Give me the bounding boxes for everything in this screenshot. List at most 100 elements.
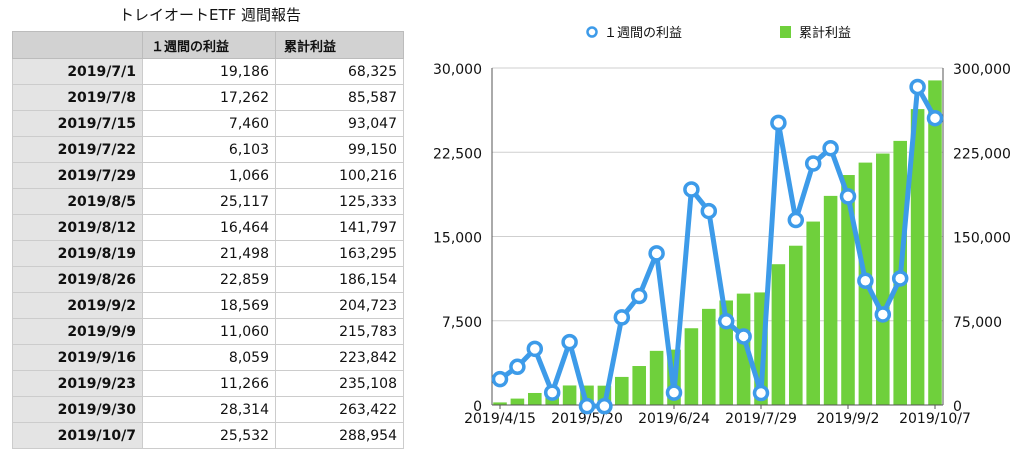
table-row: 2019/7/8 17,262 85,587 xyxy=(12,84,404,111)
y-left-tick-label: 15,000 xyxy=(433,231,482,247)
x-tick-label: 2019/9/2 xyxy=(817,411,880,427)
row-date: 2019/7/22 xyxy=(12,136,143,163)
table-row: 2019/8/12 16,464 141,797 xyxy=(12,214,404,241)
weekly-report-table: １週間の利益 累計利益 2019/7/1 19,186 68,325 2019/7/8… xyxy=(12,31,404,449)
table-row: 2019/9/23 11,266 235,108 xyxy=(12,370,404,397)
weekly-profit-point xyxy=(665,384,683,401)
y-right-tick-label: 150,000 xyxy=(953,231,1011,247)
weekly-profit-point xyxy=(804,155,822,172)
cumulative-bar xyxy=(684,328,699,405)
table-header-row: １週間の利益 累計利益 xyxy=(12,31,404,59)
weekly-profit-point xyxy=(717,312,735,330)
y-left-tick-label: 0 xyxy=(473,399,482,415)
weekly-profit-point xyxy=(909,78,926,96)
cumulative-bar xyxy=(528,392,542,405)
row-cumulative-profit: 85,587 xyxy=(275,84,404,111)
row-weekly-profit: 19,186 xyxy=(142,58,276,85)
cumulative-bar xyxy=(562,385,577,405)
cumulative-bar xyxy=(493,402,507,405)
weekly-profit-point xyxy=(491,370,509,388)
row-date: 2019/8/19 xyxy=(12,240,143,267)
cumulative-bar xyxy=(876,153,890,405)
row-date: 2019/9/2 xyxy=(12,292,143,319)
row-date: 2019/7/8 xyxy=(12,84,143,111)
row-date: 2019/8/12 xyxy=(12,214,143,241)
table-row: 2019/9/16 8,059 223,842 xyxy=(12,344,404,371)
row-weekly-profit: 11,266 xyxy=(142,370,276,397)
weekly-profit-point xyxy=(700,202,718,220)
weekly-profit-line xyxy=(498,84,938,409)
y-left-tick-label: 7,500 xyxy=(442,315,482,331)
table-row: 2019/9/9 11,060 215,783 xyxy=(12,318,404,345)
row-weekly-profit: 22,859 xyxy=(142,266,276,293)
row-cumulative-profit: 125,333 xyxy=(275,188,404,215)
row-date: 2019/7/1 xyxy=(12,58,143,85)
table-row: 2019/7/1 19,186 68,325 xyxy=(12,58,404,85)
row-weekly-profit: 16,464 xyxy=(142,214,276,241)
weekly-profit-point xyxy=(613,309,631,326)
row-cumulative-profit: 186,154 xyxy=(275,266,404,293)
row-date: 2019/7/29 xyxy=(12,162,143,189)
row-date: 2019/9/16 xyxy=(12,344,143,371)
table-row: 2019/8/26 22,859 186,154 xyxy=(12,266,404,293)
cumulative-bar xyxy=(615,376,629,405)
weekly-profit-point xyxy=(596,397,613,415)
x-tick-label: 2019/4/15 xyxy=(464,411,536,427)
row-weekly-profit: 11,060 xyxy=(142,318,276,345)
row-cumulative-profit: 141,797 xyxy=(275,214,404,241)
row-weekly-profit: 25,117 xyxy=(142,188,276,215)
table-row: 2019/9/2 18,569 204,723 xyxy=(12,292,404,319)
row-date: 2019/7/15 xyxy=(12,110,143,137)
row-date: 2019/9/30 xyxy=(12,396,143,423)
row-date: 2019/9/9 xyxy=(12,318,143,345)
weekly-profit-point xyxy=(770,114,787,132)
table-row: 2019/9/30 28,314 263,422 xyxy=(12,396,404,423)
y-right-tick-label: 300,000 xyxy=(953,62,1011,78)
cumulative-bar xyxy=(510,398,525,405)
table-row: 2019/8/5 25,117 125,333 xyxy=(12,188,404,215)
report-table: １週間の利益 累計利益 2019/7/1 19,186 68,325 2019/7/8… xyxy=(12,31,404,449)
row-weekly-profit: 6,103 xyxy=(142,136,276,163)
x-tick-label: 2019/5/20 xyxy=(551,411,623,427)
cumulative-bar xyxy=(649,350,664,405)
weekly-profit-point xyxy=(630,287,648,305)
row-cumulative-profit: 223,842 xyxy=(275,344,404,371)
row-weekly-profit: 7,460 xyxy=(142,110,276,137)
weekly-profit-point xyxy=(526,340,544,358)
row-date: 2019/9/23 xyxy=(12,370,143,397)
weekly-profit-point xyxy=(787,211,805,229)
cumulative-bar xyxy=(806,221,820,405)
cumulative-bar xyxy=(928,80,942,406)
cumulative-bar xyxy=(771,264,786,405)
weekly-profit-point xyxy=(543,384,561,401)
row-date: 2019/8/5 xyxy=(12,188,143,215)
cumulative-bar xyxy=(736,293,751,405)
cumulative-bar xyxy=(632,366,646,405)
weekly-profit-point xyxy=(509,358,526,376)
row-weekly-profit: 17,262 xyxy=(142,84,276,111)
table-row: 2019/7/29 1,066 100,216 xyxy=(12,162,404,189)
legend-bar-marker xyxy=(780,26,791,38)
y-right-tick-label: 0 xyxy=(953,399,962,415)
weekly-profit-point xyxy=(648,245,665,262)
row-weekly-profit: 28,314 xyxy=(142,396,276,423)
row-cumulative-profit: 93,047 xyxy=(275,110,404,137)
table-title: トレイオートETF 週間報告 xyxy=(118,6,302,24)
row-cumulative-profit: 99,150 xyxy=(275,136,404,163)
row-cumulative-profit: 68,325 xyxy=(275,58,404,85)
weekly-profit-point xyxy=(874,306,892,323)
cumulative-bar xyxy=(702,308,716,405)
weekly-profit-point xyxy=(752,384,770,402)
header-cumulative-profit: 累計利益 xyxy=(275,31,404,59)
header-weekly-profit: １週間の利益 xyxy=(142,31,276,59)
row-cumulative-profit: 263,422 xyxy=(275,396,404,423)
legend-weekly-profit: １週間の利益 xyxy=(604,26,682,41)
row-cumulative-profit: 163,295 xyxy=(275,240,404,267)
weekly-profit-point xyxy=(735,328,752,345)
y-right-tick-label: 225,000 xyxy=(953,146,1011,162)
header-date xyxy=(12,31,143,59)
row-weekly-profit: 18,569 xyxy=(142,292,276,319)
cumulative-bar xyxy=(841,175,855,405)
weekly-profit-point xyxy=(822,139,839,157)
weekly-profit-point xyxy=(561,333,578,351)
